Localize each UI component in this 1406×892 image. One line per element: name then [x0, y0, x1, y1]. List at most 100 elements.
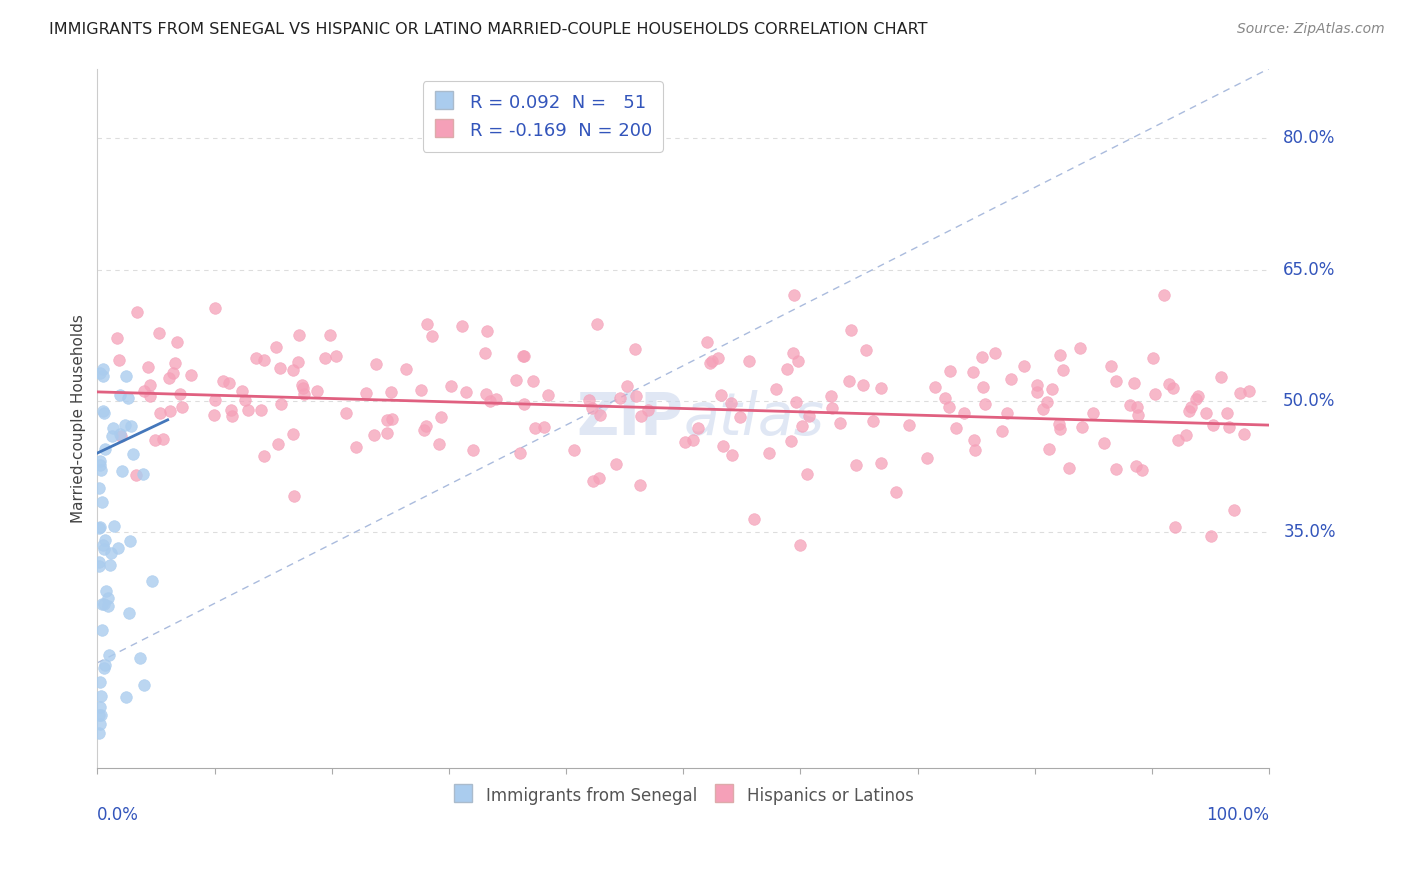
Point	[605, 457, 627, 471]
Point	[108, 388, 131, 402]
Point	[395, 362, 418, 376]
Point	[1049, 422, 1071, 436]
Point	[962, 365, 984, 379]
Point	[782, 288, 804, 302]
Point	[281, 427, 304, 442]
Point	[314, 351, 336, 365]
Point	[120, 534, 142, 549]
Point	[100, 546, 122, 560]
Point	[1057, 460, 1080, 475]
Point	[1099, 359, 1122, 373]
Point	[537, 388, 560, 402]
Point	[963, 433, 986, 447]
Point	[1000, 372, 1022, 386]
Point	[1233, 427, 1256, 442]
Point	[1036, 394, 1059, 409]
Point	[1218, 420, 1240, 434]
Point	[776, 361, 799, 376]
Point	[138, 389, 160, 403]
Point	[710, 388, 733, 402]
Point	[938, 401, 960, 415]
Point	[90, 495, 112, 509]
Point	[820, 389, 842, 403]
Point	[845, 458, 868, 472]
Point	[307, 384, 329, 398]
Point	[1142, 351, 1164, 365]
Point	[1038, 442, 1060, 456]
Point	[758, 446, 780, 460]
Point	[797, 409, 820, 423]
Point	[588, 471, 610, 485]
Point	[505, 373, 527, 387]
Point	[89, 366, 111, 380]
Point	[110, 429, 132, 443]
Point	[117, 391, 139, 405]
Point	[523, 420, 546, 434]
Point	[252, 450, 274, 464]
Point	[785, 394, 807, 409]
Text: 0.0%: 0.0%	[97, 806, 139, 824]
Point	[87, 725, 110, 739]
Point	[97, 599, 120, 614]
Point	[90, 689, 112, 703]
Point	[166, 335, 188, 350]
Point	[118, 606, 141, 620]
Point	[427, 436, 450, 450]
Point	[128, 650, 150, 665]
Point	[87, 555, 110, 569]
Point	[779, 434, 801, 448]
Point	[159, 371, 181, 385]
Point	[218, 376, 240, 390]
Text: 65.0%: 65.0%	[1284, 260, 1336, 278]
Point	[512, 349, 534, 363]
Point	[1025, 377, 1047, 392]
Point	[281, 363, 304, 377]
Point	[707, 351, 730, 365]
Point	[335, 406, 357, 420]
Point	[87, 521, 110, 535]
Point	[1237, 384, 1260, 398]
Text: Source: ZipAtlas.com: Source: ZipAtlas.com	[1237, 22, 1385, 37]
Point	[991, 424, 1014, 438]
Point	[451, 318, 474, 333]
Point	[292, 387, 315, 401]
Point	[589, 408, 612, 422]
Point	[100, 429, 122, 443]
Point	[616, 379, 638, 393]
Point	[1211, 370, 1233, 384]
Point	[89, 675, 111, 690]
Point	[115, 690, 138, 705]
Point	[682, 434, 704, 448]
Point	[939, 364, 962, 378]
Point	[1105, 462, 1128, 476]
Point	[143, 433, 166, 447]
Point	[765, 382, 787, 396]
Point	[513, 349, 536, 363]
Point	[1143, 387, 1166, 401]
Point	[1167, 433, 1189, 447]
Point	[283, 489, 305, 503]
Point	[475, 324, 498, 338]
Point	[1184, 392, 1206, 406]
Point	[202, 408, 225, 422]
Point	[269, 360, 291, 375]
Point	[430, 409, 453, 424]
Point	[152, 432, 174, 446]
Point	[1025, 385, 1047, 400]
Point	[721, 448, 744, 462]
Point	[578, 392, 600, 407]
Point	[963, 442, 986, 457]
Point	[1049, 348, 1071, 362]
Point	[630, 409, 652, 423]
Point	[1014, 359, 1036, 373]
Point	[416, 318, 439, 332]
Point	[581, 401, 603, 415]
Point	[89, 699, 111, 714]
Point	[1040, 382, 1063, 396]
Point	[93, 406, 115, 420]
Text: ZIP: ZIP	[576, 390, 683, 447]
Point	[792, 419, 814, 434]
Point	[90, 463, 112, 477]
Point	[852, 378, 875, 392]
Point	[688, 420, 710, 434]
